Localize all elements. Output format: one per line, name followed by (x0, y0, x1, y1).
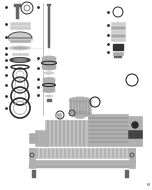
Bar (8, 38, 32, 40)
Bar (129, 148, 135, 168)
Bar (29, 160, 135, 164)
Ellipse shape (69, 111, 91, 117)
Bar (111, 26, 125, 28)
Bar (43, 79, 55, 91)
Bar (113, 44, 123, 50)
Ellipse shape (10, 58, 30, 62)
Bar (35, 130, 47, 146)
Bar (69, 100, 91, 114)
Bar (113, 52, 123, 55)
Bar (114, 56, 122, 58)
Ellipse shape (42, 56, 56, 60)
Bar (29, 148, 35, 168)
Bar (29, 165, 135, 168)
Bar (88, 114, 128, 146)
Bar (47, 99, 52, 102)
Bar (128, 116, 142, 146)
Bar (32, 170, 36, 178)
Ellipse shape (43, 78, 55, 81)
Bar (10, 22, 30, 25)
Bar (10, 26, 30, 28)
Bar (111, 22, 125, 25)
Circle shape (132, 122, 138, 128)
Bar (47, 4, 51, 6)
Ellipse shape (13, 47, 27, 49)
Ellipse shape (69, 97, 91, 103)
Bar (111, 34, 125, 36)
Ellipse shape (43, 89, 55, 93)
Bar (29, 133, 37, 143)
Bar (48, 6, 50, 48)
Bar (12, 53, 28, 55)
Bar (29, 148, 135, 158)
Bar (55, 113, 61, 117)
Polygon shape (8, 32, 32, 38)
Ellipse shape (75, 116, 85, 119)
Bar (125, 170, 129, 178)
Ellipse shape (45, 95, 53, 97)
Bar (111, 30, 125, 32)
Bar (128, 130, 142, 138)
Bar (10, 40, 30, 42)
Bar (45, 120, 89, 146)
Ellipse shape (42, 66, 56, 70)
Bar (14, 4, 21, 7)
Ellipse shape (44, 72, 54, 74)
Bar (111, 38, 125, 40)
Ellipse shape (14, 59, 26, 61)
Bar (16, 5, 19, 19)
Ellipse shape (9, 46, 31, 50)
Bar (42, 58, 56, 68)
